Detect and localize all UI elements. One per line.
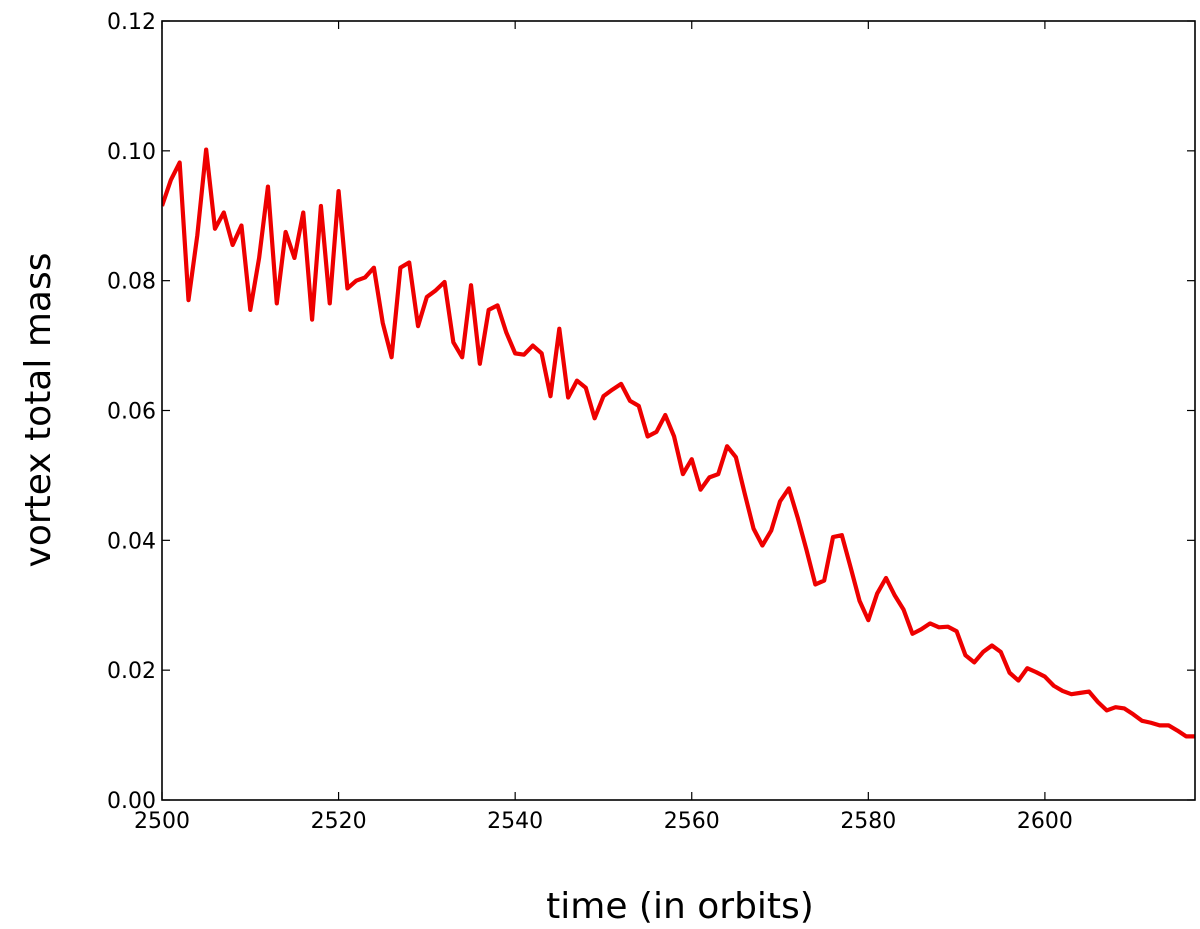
x-axis-title: time (in orbits): [546, 886, 814, 927]
y-axis-title: vortex total mass: [18, 253, 59, 568]
x-tick-label: 2600: [1017, 809, 1073, 834]
x-tick-label: 2520: [311, 809, 367, 834]
series-line: [162, 147, 1195, 739]
y-axis: 0.00 0.02 0.04 0.06 0.08 0.10 0.12: [107, 10, 1195, 814]
y-tick-label: 0.02: [107, 659, 156, 684]
x-tick-label: 2560: [664, 809, 720, 834]
y-tick-label: 0.06: [107, 400, 156, 425]
x-tick-label: 2500: [134, 809, 190, 834]
y-tick-label: 0.04: [107, 529, 156, 554]
plot-frame: [161, 20, 1196, 801]
series-layer: [162, 147, 1195, 739]
y-tick-label: 0.00: [107, 789, 156, 814]
x-axis: 2500 2520 2540 2560 2580 2600: [134, 21, 1073, 834]
y-tick-label: 0.12: [107, 10, 156, 35]
x-tick-label: 2540: [487, 809, 543, 834]
y-tick-label: 0.08: [107, 270, 156, 295]
x-tick-label: 2580: [840, 809, 896, 834]
y-tick-label: 0.10: [107, 140, 156, 165]
